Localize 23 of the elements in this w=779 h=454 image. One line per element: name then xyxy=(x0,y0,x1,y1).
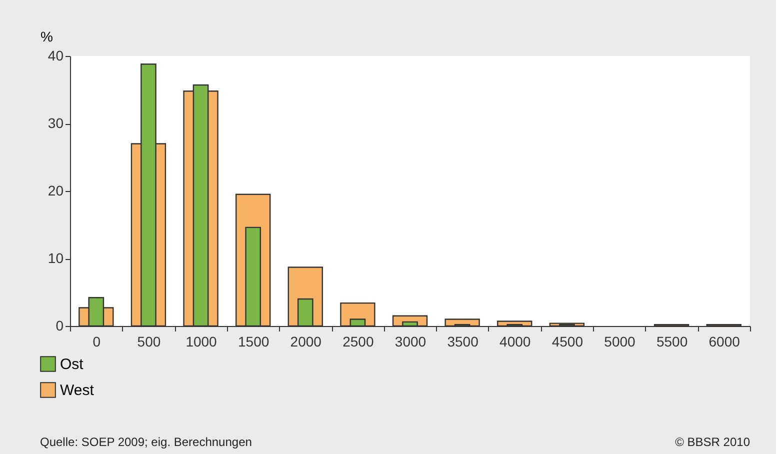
legend-label: Ost xyxy=(60,356,84,373)
y-tick-label: 0 xyxy=(56,318,64,334)
x-tick-label: 4000 xyxy=(500,334,531,350)
x-tick-label: 5000 xyxy=(604,334,636,350)
legend-label: West xyxy=(60,382,95,399)
x-tick-label: 0 xyxy=(92,334,101,350)
x-tick-label: 4500 xyxy=(552,334,584,350)
x-tick-label: 1000 xyxy=(186,334,218,350)
x-tick-label: 6000 xyxy=(708,334,740,350)
y-tick-label: 40 xyxy=(48,48,64,64)
y-axis-title: % xyxy=(40,28,53,44)
x-tick-label: 2000 xyxy=(290,334,322,350)
x-tick-label: 1500 xyxy=(238,334,270,350)
y-tick-label: 20 xyxy=(48,182,64,198)
y-tick-label: 10 xyxy=(48,250,64,266)
source-note: Quelle: SOEP 2009; eig. Berechnungen xyxy=(40,435,252,449)
y-tick-label: 30 xyxy=(48,115,64,131)
x-tick-label: 500 xyxy=(137,334,161,350)
x-tick-label: 2500 xyxy=(342,334,374,350)
x-tick-label: 5500 xyxy=(656,334,688,350)
text: © BBSR 2010 xyxy=(675,435,750,449)
x-tick-label: 3500 xyxy=(447,334,479,350)
x-tick-label: 3000 xyxy=(394,334,426,350)
